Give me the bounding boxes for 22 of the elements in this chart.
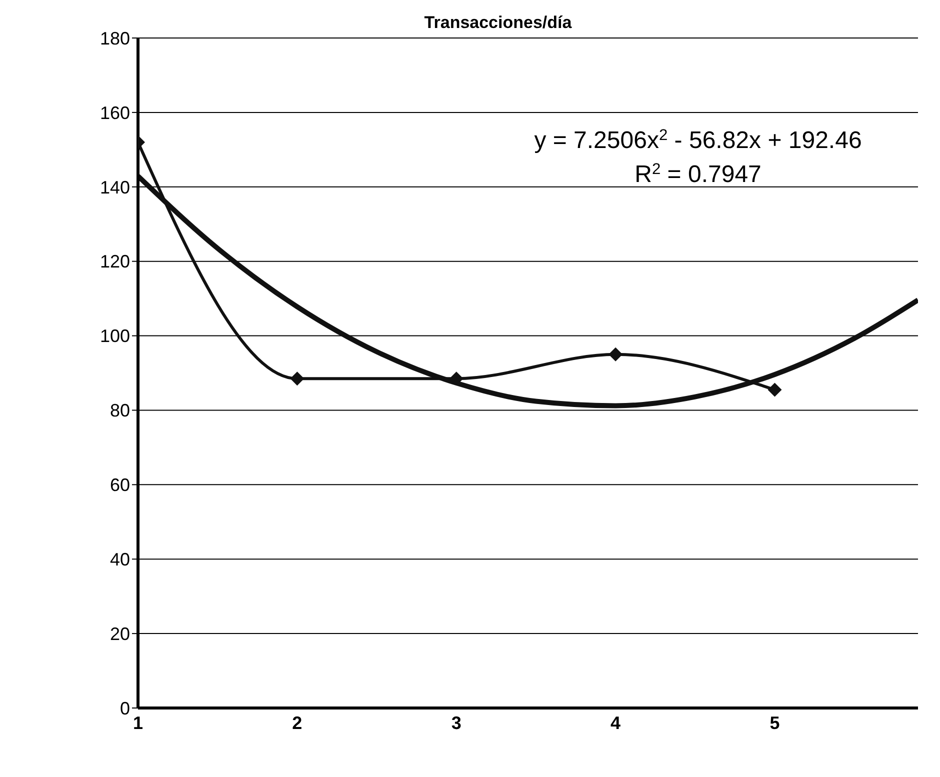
chart-title: Transacciones/día <box>424 13 572 32</box>
point <box>290 372 304 386</box>
x-tick-label: 3 <box>451 712 462 733</box>
y-tick-label: 0 <box>120 698 130 718</box>
x-tick-label: 5 <box>770 712 780 733</box>
point <box>449 372 464 386</box>
y-tick-label: 20 <box>110 624 130 644</box>
annotation: y = 7.2506x$^{2}$ - 56.82x + 192.46 <box>534 126 862 154</box>
y-tick-label: 100 <box>100 326 130 346</box>
y-tick-label: 120 <box>100 252 130 272</box>
annotation: R$^{2}$ = 0.7947 <box>634 160 762 188</box>
point <box>768 382 782 397</box>
x-tick-label: 4 <box>610 712 621 733</box>
y-tick-label: 40 <box>110 550 130 570</box>
point <box>608 347 623 362</box>
y-tick-label: 180 <box>100 28 130 48</box>
y-tick-label: 80 <box>110 400 130 421</box>
y-tick-label: 60 <box>110 475 130 496</box>
y-tick-label: 160 <box>100 102 130 123</box>
x-tick-label: 1 <box>132 712 144 733</box>
x-tick-label: 2 <box>292 712 302 733</box>
y-tick-label: 140 <box>100 177 130 198</box>
